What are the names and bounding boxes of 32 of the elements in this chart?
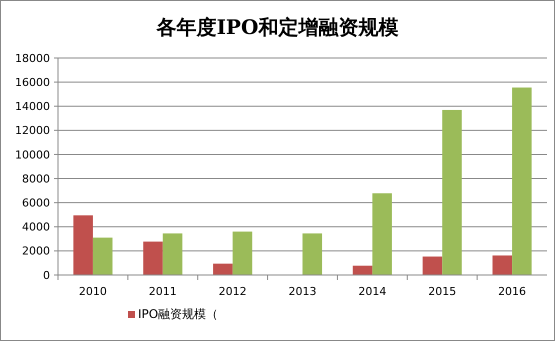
chart-title: 各年度IPO和定增融资规模 [156,15,398,39]
y-tick-label: 16000 [15,76,50,89]
x-tick-label: 2010 [78,285,107,298]
x-tick-label: 2014 [358,285,386,298]
y-tick-label: 4000 [22,220,50,234]
bar [442,110,462,275]
y-tick-label: 8000 [22,172,50,186]
x-tick-label: 2015 [428,285,456,298]
legend-label: IPO融资规模（ [138,307,218,321]
bar [512,88,532,275]
bar [213,264,233,275]
bar [162,233,182,275]
bar [372,193,392,275]
y-tick-label: 12000 [15,124,50,138]
x-tick-label: 2016 [498,285,526,298]
bar [492,255,512,275]
y-tick-label: 14000 [15,100,50,114]
y-tick-label: 18000 [15,52,50,65]
y-tick-label: 0 [43,268,50,282]
bar [143,242,163,275]
x-tick-label: 2013 [288,285,316,298]
bar [422,256,442,275]
bar [73,215,93,275]
y-tick-label: 2000 [22,244,50,258]
y-tick-label: 10000 [15,148,50,162]
x-tick-label: 2011 [148,285,177,298]
bar [232,232,252,275]
bar [302,233,322,275]
y-tick-label: 6000 [22,196,50,210]
bar [92,238,112,275]
bar [352,266,372,275]
x-tick-label: 2012 [218,285,247,298]
